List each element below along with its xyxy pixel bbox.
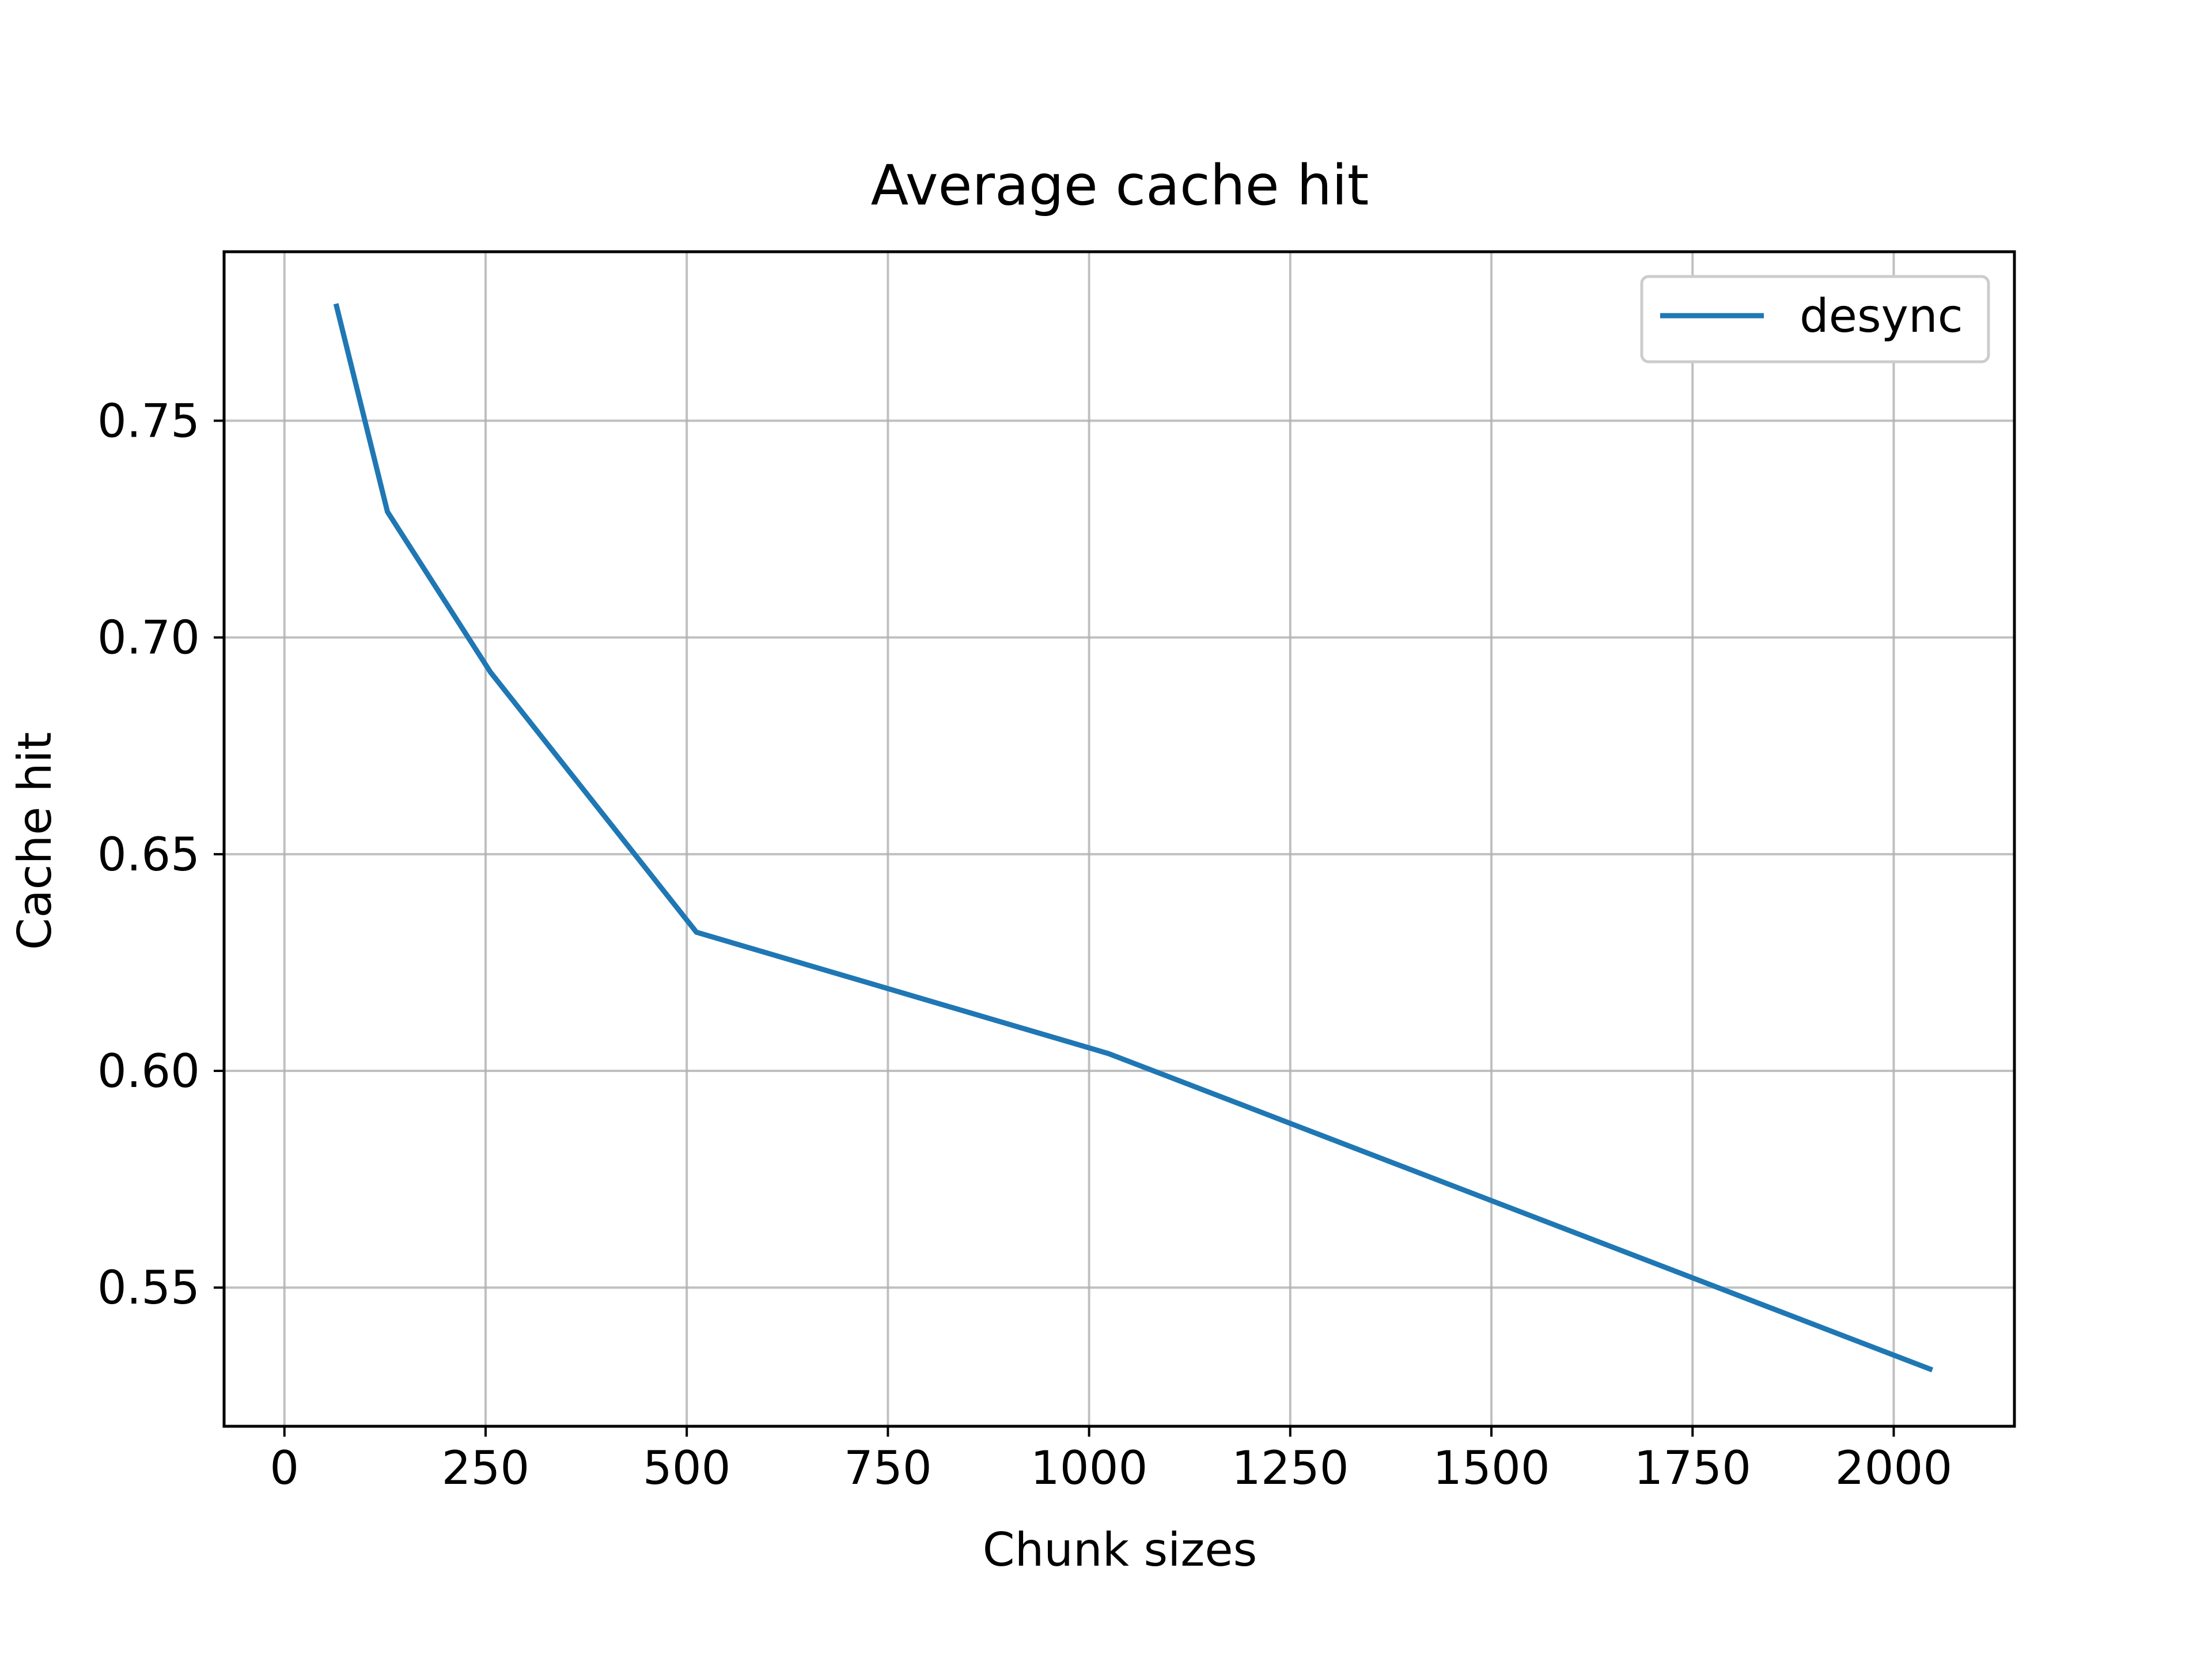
legend-box — [1640, 275, 1990, 363]
series-layer — [333, 303, 1934, 1373]
x-tick-label: 0 — [270, 1441, 299, 1495]
x-axis-ticks: 0 250 500 750 1000 1250 1500 1750 2000 — [270, 1426, 1952, 1495]
y-tick-label: 0.65 — [97, 828, 200, 881]
x-tick-label: 1500 — [1433, 1441, 1550, 1495]
y-tick-label: 0.70 — [97, 611, 200, 665]
x-tick-label: 250 — [442, 1441, 530, 1495]
x-tick-label: 1250 — [1232, 1441, 1349, 1495]
x-tick-label: 500 — [643, 1441, 731, 1495]
y-axis-ticks: 0.55 0.60 0.65 0.70 0.75 — [97, 394, 224, 1315]
y-tick-label: 0.60 — [97, 1044, 200, 1098]
y-tick-label: 0.55 — [97, 1261, 200, 1315]
legend-label: desync — [1800, 289, 1963, 343]
x-axis-label: Chunk sizes — [983, 1523, 1257, 1577]
x-tick-label: 750 — [844, 1441, 932, 1495]
series-line-desync — [333, 303, 1934, 1373]
y-tick-label: 0.75 — [97, 394, 200, 448]
x-tick-label: 2000 — [1835, 1441, 1953, 1495]
chart-title: Average cache hit — [871, 153, 1369, 218]
x-tick-label: 1750 — [1634, 1441, 1751, 1495]
plot-frame — [222, 250, 2016, 1428]
legend: desync — [1640, 275, 1990, 363]
grid-lines — [224, 252, 2014, 1426]
y-axis-label: Cache hit — [8, 732, 62, 950]
x-tick-label: 1000 — [1031, 1441, 1148, 1495]
